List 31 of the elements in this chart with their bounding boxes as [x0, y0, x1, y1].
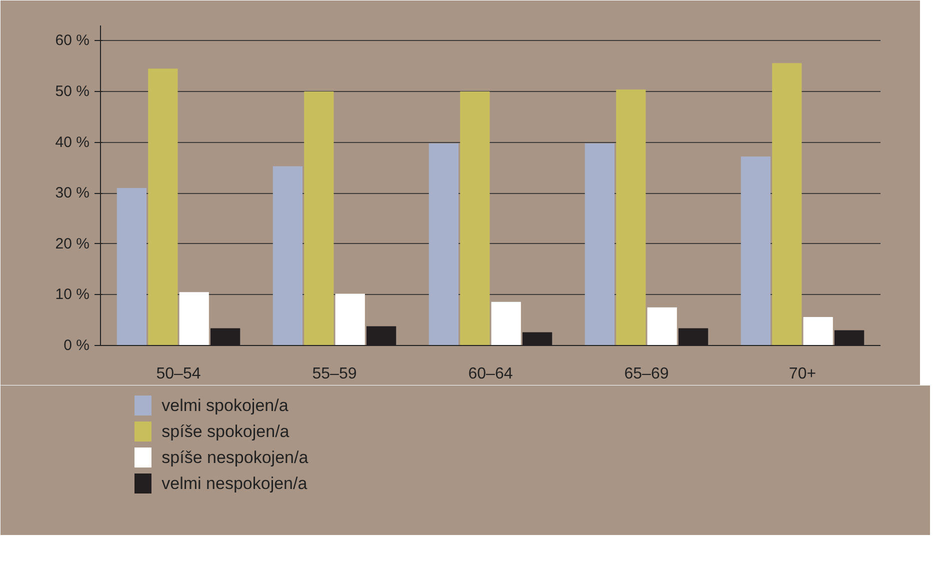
y-tick-label: 40 %: [55, 134, 90, 151]
x-tick-label: 65–69: [624, 366, 669, 382]
legend-label: velmi nespokojen/a: [162, 474, 308, 493]
legend-label: velmi spokojen/a: [162, 396, 289, 415]
bar: [428, 143, 459, 346]
x-tick-label: 70+: [788, 366, 816, 382]
x-tick-label: 60–64: [468, 366, 513, 382]
y-tick-label: 10 %: [55, 286, 90, 304]
bar: [647, 307, 677, 346]
bar: [491, 302, 521, 346]
legend-label: spíše spokojen/a: [162, 422, 290, 441]
bar: [584, 143, 615, 346]
bar: [179, 292, 209, 346]
bar: [272, 166, 303, 346]
y-tick-label: 50 %: [55, 83, 90, 100]
bar: [616, 90, 646, 346]
bar: [148, 68, 178, 346]
bar: [772, 63, 802, 346]
bar: [460, 92, 490, 346]
x-tick-label: 50–54: [156, 366, 201, 382]
y-tick-label: 60 %: [55, 32, 90, 50]
bar: [304, 92, 334, 346]
bar: [116, 188, 147, 346]
bar: [740, 156, 771, 346]
y-tick-label: 30 %: [55, 184, 90, 202]
bar: [803, 317, 833, 346]
x-tick-label: 55–59: [312, 366, 357, 382]
y-tick-label: 20 %: [55, 235, 90, 252]
y-tick-label: 0 %: [64, 337, 90, 354]
legend-label: spíše nespokojen/a: [162, 448, 309, 467]
bar: [335, 294, 365, 346]
